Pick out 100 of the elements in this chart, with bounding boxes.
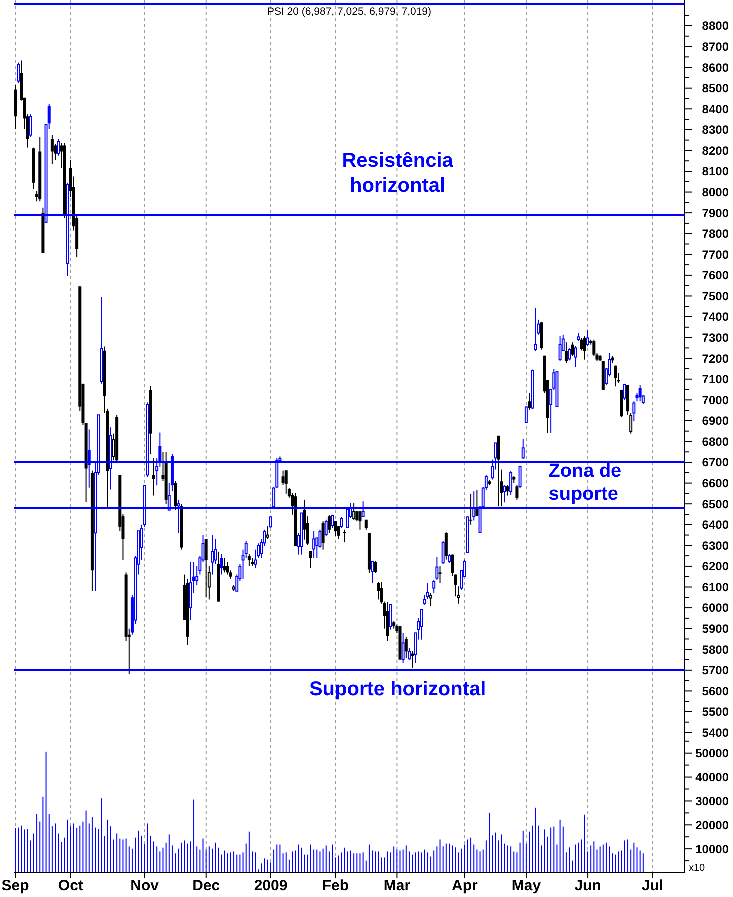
candlestick [331, 514, 334, 529]
y-tick-label: 10000 [696, 842, 730, 856]
candlestick [352, 502, 356, 520]
candlestick [558, 336, 562, 362]
candlestick [522, 438, 525, 460]
x-tick-label: 2009 [254, 878, 288, 895]
x-tick-label: Jun [574, 878, 602, 895]
y-tick-label: 7800 [702, 227, 730, 242]
y-tick-label: 6400 [702, 518, 730, 532]
candlestick [309, 550, 312, 569]
candlestick [390, 604, 393, 630]
y-tick-label: 7400 [702, 310, 730, 324]
y-tick-label: 7000 [702, 393, 730, 408]
y-tick-label: 8000 [702, 185, 730, 200]
x-tick-label: Mar [384, 878, 411, 895]
x-tick-label: Feb [322, 878, 349, 895]
y-tick-label: 6300 [702, 538, 730, 553]
candlestick [423, 594, 426, 606]
x-tick-label: Apr [452, 878, 478, 895]
candlestick [343, 529, 346, 544]
y-tick-label: 7100 [702, 372, 730, 387]
candlestick [57, 138, 60, 156]
y-tick-label: 8500 [702, 82, 730, 96]
y-tick-label: 20000 [696, 818, 730, 832]
candlestick [371, 560, 374, 584]
y-tick-label: 5800 [702, 642, 730, 657]
text: PSI 20 (6,987, 7,025, 6,979, 7,019) [267, 6, 432, 18]
y-tick-label: 50000 [696, 746, 730, 761]
candlestick [438, 566, 442, 584]
candlestick [580, 338, 584, 352]
annotation: Zona de suporte [548, 461, 622, 506]
candlestick [623, 383, 626, 400]
candlestick [248, 553, 251, 567]
x-tick-label: Oct [58, 878, 84, 895]
candlestick [448, 553, 451, 564]
candlestick [322, 521, 325, 550]
y-axis-title: x10 [689, 863, 706, 874]
y-tick-label: 5500 [702, 705, 730, 720]
y-tick-label: 7600 [702, 268, 730, 283]
y-tick-label: 6500 [702, 497, 730, 512]
candlestick [516, 484, 519, 500]
candlestick [312, 531, 316, 559]
candlestick [442, 541, 445, 564]
candlestick [29, 114, 32, 138]
y-tick-label: 7700 [702, 248, 730, 262]
candlestick [568, 348, 572, 362]
candlestick [614, 365, 618, 388]
candlestick [284, 470, 288, 494]
candlestick [340, 516, 344, 529]
candlestick [436, 556, 439, 580]
y-tick-label: 40000 [696, 770, 730, 784]
candlestick [152, 458, 156, 496]
y-tick-label: 6900 [702, 414, 730, 428]
y-tick-label: 8800 [702, 19, 730, 34]
candlestick [420, 608, 424, 640]
candlestick [510, 470, 513, 496]
candlestick [432, 579, 436, 594]
candlestick [638, 384, 642, 402]
x-tick-label: Jul [642, 878, 664, 895]
y-tick-label: 5900 [702, 622, 730, 636]
ref-line-label: Resistência horizontal [342, 150, 454, 198]
y-tick-label: 5600 [702, 684, 730, 698]
x-tick-label: May [512, 878, 542, 895]
candlestick [374, 560, 378, 574]
candlestick [328, 515, 331, 534]
candlestick [402, 632, 405, 664]
y-tick-label: 7500 [702, 289, 730, 304]
y-tick-label: 6600 [702, 476, 730, 491]
y-tick-label: 30000 [696, 794, 730, 808]
x-tick-label: Nov [130, 878, 160, 895]
y-tick-label: 6700 [702, 456, 730, 470]
y-tick-label: 5400 [702, 726, 730, 740]
candlestick [506, 484, 510, 496]
candlestick [282, 470, 285, 486]
candlestick [571, 342, 574, 358]
candlestick [408, 648, 411, 660]
candlestick [444, 532, 448, 560]
candlestick [334, 521, 338, 538]
y-tick-label: 8600 [702, 60, 730, 75]
candlestick [503, 485, 506, 504]
candlestick [528, 392, 532, 410]
x-tick-label: Sep [2, 878, 30, 895]
candlestick [564, 342, 568, 364]
y-tick-label: 8200 [702, 144, 730, 158]
y-tick-label: 6200 [702, 560, 730, 574]
candlestick [524, 406, 528, 424]
y-tick-label: 8700 [702, 40, 730, 54]
candlestick [454, 574, 458, 598]
y-tick-label: 8400 [702, 102, 730, 116]
y-tick-label: 8100 [702, 164, 730, 179]
candlestick [583, 336, 586, 360]
candlestick [377, 582, 380, 600]
y-tick-label: 6100 [702, 580, 730, 594]
y-tick-label: 6000 [702, 601, 730, 616]
candlestick [358, 511, 362, 530]
y-tick-label: 8300 [702, 123, 730, 138]
y-tick-label: 6800 [702, 434, 730, 449]
candlestick [17, 62, 20, 84]
candlestick [586, 329, 590, 348]
y-tick-label: 7300 [702, 331, 730, 345]
